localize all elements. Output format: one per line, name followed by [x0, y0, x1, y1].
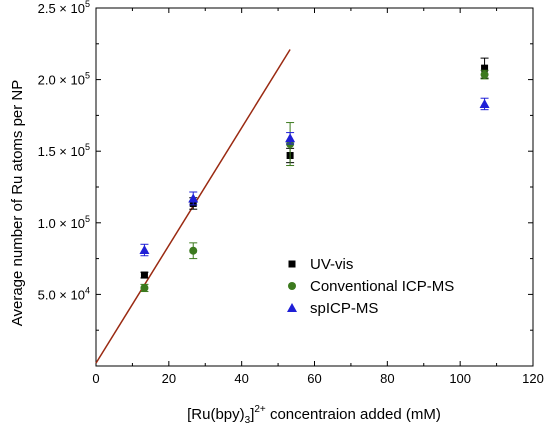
data-point-triangle — [285, 133, 296, 143]
legend-marker-circle — [288, 282, 296, 290]
legend-label: spICP-MS — [310, 300, 378, 317]
legend-label: Conventional ICP-MS — [310, 278, 454, 295]
x-tick-label: 80 — [380, 371, 394, 386]
x-tick-label: 20 — [162, 371, 176, 386]
data-point-triangle — [188, 193, 199, 203]
legend-label: UV-vis — [310, 256, 353, 273]
legend-marker-triangle — [287, 303, 297, 312]
y-tick-exponent: 5 — [85, 0, 90, 9]
x-title-base: [Ru(bpy) — [187, 406, 245, 423]
x-tick-label: 120 — [522, 371, 544, 386]
y-tick-label: 2.0 × 105 — [38, 71, 90, 88]
data-point-triangle — [479, 98, 490, 108]
y-tick-exponent: 4 — [85, 285, 90, 295]
x-tick-label: 40 — [234, 371, 248, 386]
y-tick-mantissa: 2.5 × 10 — [38, 1, 85, 16]
y-tick-exponent: 5 — [85, 142, 90, 152]
data-point-square — [481, 64, 489, 72]
legend: UV-vis Conventional ICP-MS spICP-MS — [287, 256, 454, 317]
x-title-sub: 3 — [245, 415, 251, 426]
legend-marker-square — [288, 260, 296, 268]
data-marks — [139, 57, 490, 293]
x-title-rest: concentraion added (mM) — [266, 406, 441, 423]
y-tick-exponent: 5 — [85, 71, 90, 81]
y-tick-label: 1.5 × 105 — [38, 142, 90, 159]
data-point-circle — [140, 283, 149, 292]
y-axis-title: Average number of Ru atoms per NP — [9, 80, 26, 327]
data-point-circle — [480, 70, 489, 79]
x-tick-label: 0 — [92, 371, 99, 386]
x-tick-label: 100 — [449, 371, 471, 386]
y-tick-label: 5.0 × 104 — [38, 285, 90, 302]
y-tick-mantissa: 5.0 × 10 — [38, 287, 85, 302]
data-point-triangle — [139, 245, 150, 255]
y-tick-mantissa: 2.0 × 10 — [38, 73, 85, 88]
x-axis-title: [Ru(bpy)3]2+ concentraion added (mM) — [187, 404, 441, 426]
x-title-close: ] — [250, 406, 254, 423]
y-tick-exponent: 5 — [85, 214, 90, 224]
data-point-square — [140, 271, 148, 279]
x-title-sup: 2+ — [254, 404, 266, 415]
y-tick-label: 2.5 × 105 — [38, 0, 90, 16]
y-tick-label: 1.0 × 105 — [38, 214, 90, 231]
data-point-circle — [189, 246, 198, 255]
x-tick-label: 60 — [307, 371, 321, 386]
y-tick-mantissa: 1.5 × 10 — [38, 144, 85, 159]
y-tick-mantissa: 1.0 × 10 — [38, 216, 85, 231]
